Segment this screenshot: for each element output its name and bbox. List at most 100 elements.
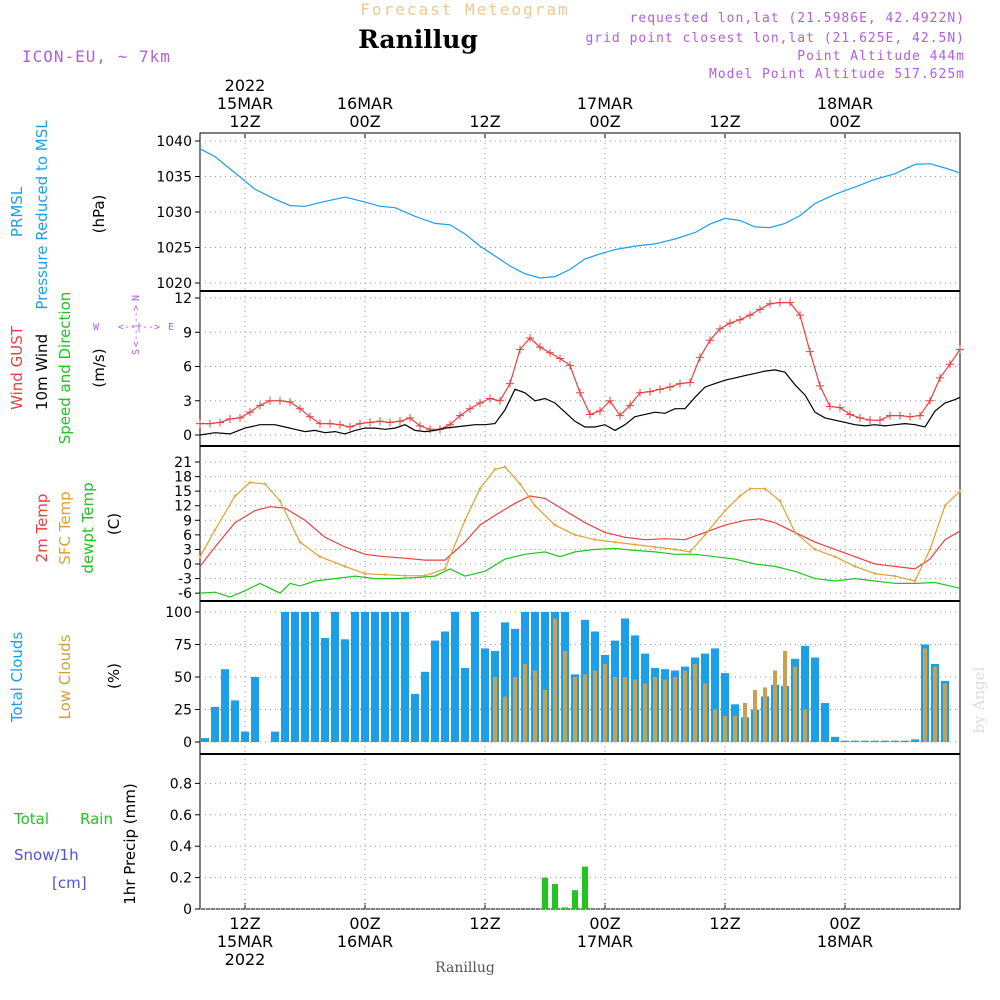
low-cloud-bar (733, 716, 737, 742)
wind-gust-marker (806, 347, 814, 356)
low-cloud-bar (713, 709, 717, 742)
time-label: 00Z (829, 914, 860, 933)
wind-gust-marker (746, 311, 754, 320)
sfc-temp-marker (873, 572, 877, 576)
y-tick-label: 25 (174, 703, 192, 719)
time-label: 00Z (589, 914, 620, 933)
wind-gust-marker (516, 345, 524, 354)
compass-s: S (131, 349, 142, 355)
total-cloud-bar (271, 731, 279, 742)
sfc-temp-line (199, 466, 961, 582)
time-label: 12Z (469, 914, 500, 933)
precip-label-snow: Snow/1h (14, 846, 79, 864)
y-tick-label: 0 (183, 902, 192, 918)
y-tick-label: 0 (183, 428, 192, 444)
time-label: 00Z (589, 112, 620, 131)
total-cloud-bar (851, 740, 859, 742)
sfc-temp-marker (363, 572, 367, 576)
compass-w: W (93, 322, 100, 333)
sfc-temp-marker (383, 573, 387, 577)
wind-gust-marker (196, 419, 204, 428)
low-cloud-bar (783, 651, 787, 742)
compass-e: E (168, 322, 174, 333)
total-cloud-bar (291, 612, 299, 742)
point-altitude: Point Altitude 444m (797, 49, 965, 64)
wind-gust-marker (796, 311, 804, 320)
wind-gust-marker (246, 408, 254, 417)
rain-bar (552, 883, 558, 909)
sfc-temp-marker (233, 494, 237, 498)
sfc-temp-marker (463, 518, 467, 522)
wind-gust-marker (346, 423, 354, 432)
wind-gust-marker (716, 324, 724, 333)
wind-gust-marker (626, 401, 634, 410)
wind-gust-marker (586, 410, 594, 419)
time-label: 18MAR (817, 94, 873, 113)
y-tick-label: 6 (183, 528, 192, 544)
sfc-temp-marker (653, 545, 657, 549)
time-label: 16MAR (337, 94, 393, 113)
total-cloud-bar (411, 693, 419, 742)
total-cloud-bar (351, 612, 359, 742)
sfc-temp-marker (533, 504, 537, 508)
wind-gust-marker (566, 361, 574, 370)
wind-gust-marker (386, 418, 394, 427)
sfc-temp-marker (723, 509, 727, 513)
sfc-temp-marker (573, 533, 577, 537)
sfc-temp-marker (688, 550, 692, 554)
low-cloud-bar (753, 690, 757, 742)
total-cloud-bar (881, 740, 889, 742)
pressure-panel: 1020 1025 1030 1035 1040 (156, 132, 961, 292)
wind-gust-marker (786, 298, 794, 307)
low-cloud-bar (653, 677, 657, 742)
total-cloud-bar (231, 700, 239, 742)
wind-gust-marker (876, 416, 884, 425)
low-cloud-bar (643, 683, 647, 742)
low-cloud-bar (493, 677, 497, 742)
temp-label-dewpt: dewpt Temp (79, 482, 97, 573)
wind-gust-marker (536, 343, 544, 352)
wind-gust-marker (316, 419, 324, 428)
wind-label-gust: Wind GUST (8, 325, 26, 410)
wind-gust-marker (326, 419, 334, 428)
pressure-label-unit: (hPa) (90, 195, 108, 234)
wind-gust-marker (466, 404, 474, 413)
time-label: 00Z (349, 914, 380, 933)
model-label: ICON-EU, ~ 7km (22, 47, 171, 66)
wind-gust-marker (776, 298, 784, 307)
y-tick-label: 0.2 (170, 871, 192, 887)
time-label: 12Z (469, 112, 500, 131)
low-cloud-bar (583, 674, 587, 742)
pressure-label-prmsl: PRMSL (8, 186, 26, 237)
y-tick-label: 1035 (156, 170, 192, 186)
wind-label-speed-dir: Speed and Direction (56, 292, 74, 445)
low-cloud-bar (513, 677, 517, 742)
wind-gust-marker (296, 404, 304, 413)
total-cloud-bar (871, 740, 879, 742)
total-cloud-bar (451, 612, 459, 742)
total-cloud-bar (311, 612, 319, 742)
sfc-temp-marker (813, 547, 817, 551)
sfc-temp-marker (593, 538, 597, 542)
wind-gust-marker (826, 402, 834, 411)
low-cloud-bar (603, 664, 607, 742)
wind-gust-marker (706, 336, 714, 345)
cloud-label-total: Total Clouds (8, 632, 26, 724)
cloud-panel-labels: Total Clouds Low Clouds (%) (8, 632, 123, 724)
wind-gust-marker (766, 299, 774, 308)
time-label: 12Z (709, 914, 740, 933)
y-tick-label: 3 (183, 542, 192, 558)
low-cloud-bar (703, 683, 707, 742)
total-cloud-bar (901, 740, 909, 742)
pressure-label-msl: Pressure Reduced to MSL (33, 120, 51, 310)
low-cloud-bar (683, 670, 687, 742)
wind-gust-marker (836, 403, 844, 412)
low-cloud-bar (763, 687, 767, 742)
low-cloud-bar (673, 677, 677, 742)
precip-panel-labels: Total Rain Snow/1h [cm] 1hr Precip (mm) (13, 783, 139, 904)
y-tick-label: 12 (174, 291, 192, 307)
sfc-temp-marker (913, 579, 917, 583)
total-cloud-bar (721, 673, 729, 742)
compass-we-axis: <--|--> (118, 322, 160, 333)
